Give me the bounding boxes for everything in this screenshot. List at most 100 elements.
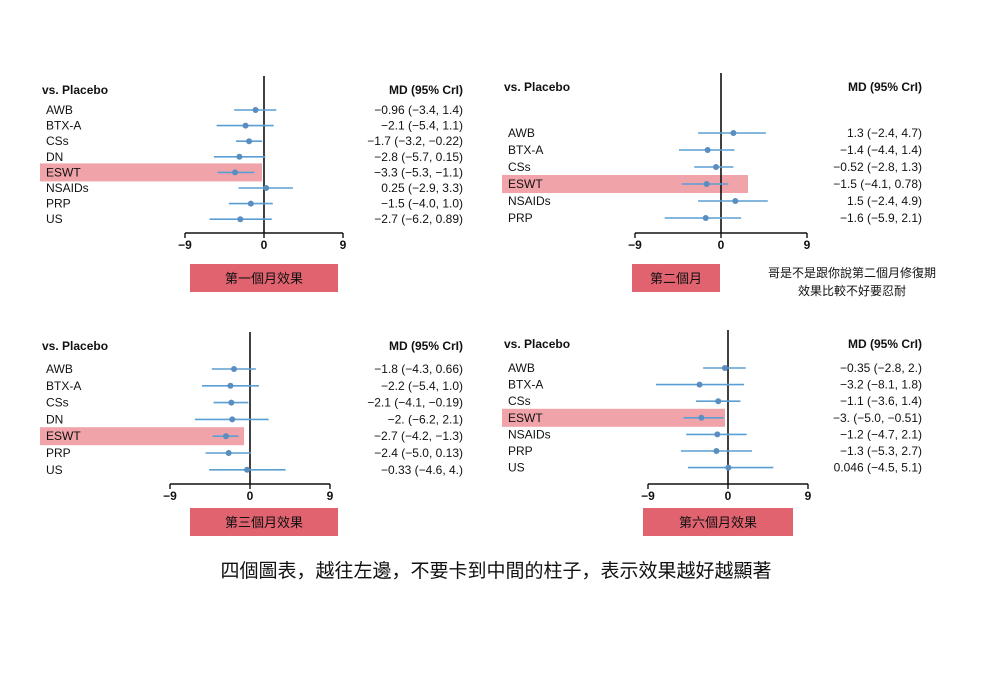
caption-box bbox=[190, 264, 338, 292]
row-label: AWB bbox=[508, 126, 535, 140]
row-estimate-text: −1.6 (−5.9, 2.1) bbox=[840, 211, 922, 225]
right-header: MD (95% CrI) bbox=[389, 83, 463, 97]
bottom-caption: 四個圖表，越往左邊，不要卡到中間的柱子，表示效果越好越顯著 bbox=[220, 560, 771, 582]
row-label: PRP bbox=[508, 444, 533, 458]
row-estimate-text: −2.1 (−5.4, 1.1) bbox=[381, 119, 463, 133]
estimate-point bbox=[244, 466, 251, 473]
right-header: MD (95% CrI) bbox=[389, 339, 463, 353]
x-tick-label: 0 bbox=[247, 489, 254, 503]
row-label: NSAIDs bbox=[508, 427, 551, 441]
left-header: vs. Placebo bbox=[504, 337, 570, 351]
left-header: vs. Placebo bbox=[504, 80, 570, 94]
row-label: AWB bbox=[46, 362, 73, 376]
right-header: MD (95% CrI) bbox=[848, 80, 922, 94]
row-label: BTX-A bbox=[46, 119, 81, 133]
row-label: CSs bbox=[508, 160, 531, 174]
estimate-point bbox=[247, 200, 254, 207]
row-label: BTX-A bbox=[508, 143, 543, 157]
estimate-point bbox=[715, 398, 722, 405]
x-tick-label: −9 bbox=[628, 238, 642, 252]
forest-panel-3: vs. Placebo MD (95% CrI) −9 0 9 AWB −1.8 (−4.3… bbox=[40, 332, 463, 536]
row-label: PRP bbox=[46, 446, 71, 460]
caption-text: 第六個月效果 bbox=[679, 516, 757, 531]
row-label: CSs bbox=[508, 394, 531, 408]
row-estimate-text: 1.5 (−2.4, 4.9) bbox=[847, 194, 922, 208]
estimate-point bbox=[231, 366, 237, 372]
row-estimate-text: −2.2 (−5.4, 1.0) bbox=[381, 379, 463, 393]
eswt-highlight-band bbox=[502, 175, 748, 193]
x-tick-label: −9 bbox=[163, 489, 177, 503]
row-estimate-text: −2.1 (−4.1, −0.19) bbox=[367, 396, 463, 410]
row-label: BTX-A bbox=[508, 378, 543, 392]
caption-box bbox=[632, 264, 720, 292]
estimate-point bbox=[698, 414, 705, 421]
row-estimate-text: −1.8 (−4.3, 0.66) bbox=[374, 362, 463, 376]
estimate-point bbox=[714, 431, 721, 438]
row-estimate-text: −1.5 (−4.1, 0.78) bbox=[833, 177, 922, 191]
estimate-point bbox=[225, 450, 232, 456]
estimate-point bbox=[702, 215, 709, 221]
row-estimate-text: −2.4 (−5.0, 0.13) bbox=[374, 446, 463, 460]
forest-panel-4: vs. Placebo MD (95% CrI) −9 0 9 AWB −0.35 (−2.… bbox=[502, 330, 922, 536]
row-estimate-text: −1.1 (−3.6, 1.4) bbox=[840, 394, 922, 408]
caption-box bbox=[190, 508, 338, 536]
row-label: PRP bbox=[46, 197, 71, 211]
estimate-point bbox=[263, 185, 270, 191]
forest-panel-1: vs. Placebo MD (95% CrI) −9 0 9 AWB −0.96 (−3.… bbox=[40, 76, 463, 292]
row-estimate-text: −1.2 (−4.7, 2.1) bbox=[840, 427, 922, 441]
row-label: CSs bbox=[46, 396, 69, 410]
x-tick-label: 0 bbox=[725, 489, 732, 503]
row-label: ESWT bbox=[508, 411, 543, 425]
note-line-2: 效果比較不好要忍耐 bbox=[798, 283, 906, 298]
estimate-point bbox=[696, 381, 703, 388]
row-estimate-text: −0.33 (−4.6, 4.) bbox=[381, 463, 463, 477]
estimate-point bbox=[246, 138, 253, 145]
row-estimate-text: −0.52 (−2.8, 1.3) bbox=[833, 160, 922, 174]
note-line-1: 哥是不是跟你說第二個月修復期 bbox=[768, 265, 936, 280]
row-label: US bbox=[46, 212, 63, 226]
caption-text: 第三個月效果 bbox=[225, 516, 303, 531]
x-tick-label: 0 bbox=[261, 238, 268, 252]
x-tick-label: 9 bbox=[327, 489, 334, 503]
row-estimate-text: −2.7 (−6.2, 0.89) bbox=[374, 212, 463, 226]
estimate-point bbox=[227, 382, 234, 389]
row-label: DN bbox=[46, 150, 63, 164]
estimate-point bbox=[236, 153, 243, 160]
caption-text: 第一個月效果 bbox=[225, 272, 303, 287]
estimate-point bbox=[242, 122, 249, 129]
estimate-point bbox=[730, 130, 737, 136]
row-estimate-text: 0.046 (−4.5, 5.1) bbox=[834, 461, 922, 475]
eswt-highlight-band bbox=[40, 427, 244, 446]
forest-panel-2: vs. Placebo MD (95% CrI) −9 0 9 AWB 1.3 (−2.4,… bbox=[502, 73, 922, 292]
row-estimate-text: −1.5 (−4.0, 1.0) bbox=[381, 197, 463, 211]
row-label: NSAIDs bbox=[46, 181, 89, 195]
estimate-point bbox=[237, 216, 244, 223]
row-label: US bbox=[46, 463, 63, 477]
row-estimate-text: −3. (−5.0, −0.51) bbox=[833, 411, 922, 425]
forest-panels: vs. Placebo MD (95% CrI) −9 0 9 AWB −0.96 (−3.… bbox=[40, 73, 922, 536]
x-tick-label: 0 bbox=[718, 238, 725, 252]
row-label: AWB bbox=[46, 103, 73, 117]
row-label: ESWT bbox=[46, 165, 81, 179]
x-tick-label: −9 bbox=[641, 489, 655, 503]
estimate-point bbox=[232, 169, 239, 176]
row-estimate-text: −2.8 (−5.7, 0.15) bbox=[374, 150, 463, 164]
left-header: vs. Placebo bbox=[42, 83, 108, 97]
estimate-point bbox=[713, 164, 720, 170]
estimate-point bbox=[704, 147, 711, 153]
row-estimate-text: 1.3 (−2.4, 4.7) bbox=[847, 126, 922, 140]
row-estimate-text: −1.3 (−5.3, 2.7) bbox=[840, 444, 922, 458]
x-tick-label: 9 bbox=[804, 238, 811, 252]
caption-text: 第二個月 bbox=[650, 272, 702, 287]
estimate-point bbox=[223, 433, 229, 440]
row-estimate-text: −2.7 (−4.2, −1.3) bbox=[374, 429, 463, 443]
right-header: MD (95% CrI) bbox=[848, 337, 922, 351]
row-label: ESWT bbox=[46, 429, 81, 443]
estimate-point bbox=[703, 181, 710, 187]
row-label: DN bbox=[46, 412, 63, 426]
estimate-point bbox=[725, 464, 732, 471]
row-label: BTX-A bbox=[46, 379, 81, 393]
estimate-point bbox=[252, 107, 259, 113]
row-estimate-text: −0.96 (−3.4, 1.4) bbox=[374, 103, 463, 117]
x-tick-label: 9 bbox=[340, 238, 347, 252]
